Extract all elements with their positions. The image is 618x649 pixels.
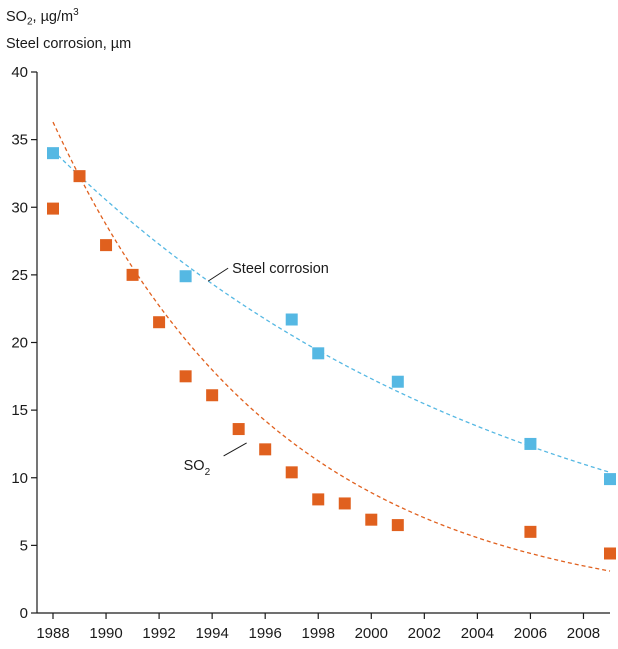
y-tick-label: 30	[11, 199, 28, 216]
y-tick-label: 10	[11, 470, 28, 487]
steel-point	[391, 375, 404, 388]
x-tick-label: 1994	[195, 625, 228, 642]
so2-point	[100, 239, 113, 252]
so2-point	[179, 370, 192, 383]
steel-point	[285, 313, 298, 326]
y-axis-title-so2-unit: , µg/m	[32, 8, 74, 25]
so2-point	[312, 493, 325, 506]
y-tick-label: 0	[20, 605, 28, 622]
y-axis-title-so2-sup: 3	[73, 7, 79, 18]
y-axis-title-so2-sub: 2	[26, 16, 33, 28]
so2-point	[338, 497, 351, 510]
so2-point	[206, 389, 219, 402]
steel-annotation-label: Steel corrosion	[232, 261, 329, 277]
y-tick-label: 35	[11, 132, 28, 149]
y-tick-label: 15	[11, 402, 28, 419]
so2-point	[604, 547, 616, 560]
x-tick-label: 2000	[355, 625, 388, 642]
so2-annotation-label: SO2	[184, 458, 211, 478]
so2-point	[259, 443, 272, 456]
so2-point	[391, 519, 404, 532]
x-tick-label: 1990	[89, 625, 122, 642]
x-tick-label: 1998	[302, 625, 335, 642]
steel-point	[47, 147, 59, 160]
x-tick-label: 2008	[567, 625, 600, 642]
steel-trend-line	[52, 149, 611, 473]
y-tick-label: 5	[20, 537, 28, 554]
steel-point	[179, 270, 192, 283]
so2-trend-line	[52, 121, 611, 572]
x-tick-label: 1992	[142, 625, 175, 642]
so2-annotation-leader	[223, 442, 247, 457]
steel-annotation-leader	[207, 267, 229, 282]
y-axis-title-steel: Steel corrosion, µm	[6, 36, 132, 52]
x-tick-label: 2006	[514, 625, 547, 642]
so2-point	[153, 316, 166, 329]
so2-point	[47, 202, 59, 215]
so2-point	[365, 513, 378, 526]
so2-point	[73, 170, 86, 183]
so2-point	[232, 423, 245, 436]
y-tick-label: 25	[11, 267, 28, 284]
steel-point	[524, 437, 537, 450]
so2-point	[285, 466, 298, 479]
x-tick-label: 1996	[249, 625, 282, 642]
x-tick-label: 2002	[408, 625, 441, 642]
steel-point	[312, 347, 325, 360]
y-axis-title-so2: SO2, µg/m3	[6, 8, 79, 28]
y-tick-label: 20	[11, 335, 28, 352]
y-axis-title-so2-main: SO	[6, 8, 27, 25]
x-tick-label: 1988	[36, 625, 69, 642]
y-tick-label: 40	[11, 64, 28, 81]
x-tick-label: 2004	[461, 625, 494, 642]
so2-point	[126, 268, 139, 281]
steel-point	[604, 473, 616, 486]
so2-point	[524, 525, 537, 538]
